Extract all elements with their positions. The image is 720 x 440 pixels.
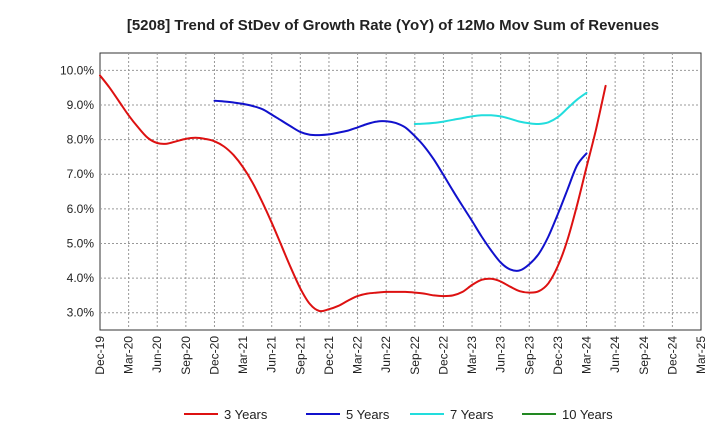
series-line-7-years [413,91,588,126]
x-tick-labels: Dec-19 Mar-20 Jun-20 Sep-20 Dec-20 Mar-21 Jun-… [93,336,708,375]
y-tick-label: 9.0% [67,98,95,112]
x-tick-label: Dec-24 [665,336,679,375]
legend-label-10-years: 10 Years [562,407,613,422]
series-lines [99,74,607,313]
series-line-5-years [213,99,588,272]
series-line-3-years [99,74,607,313]
legend-label-5-years: 5 Years [346,407,390,422]
x-tick-label: Jun-20 [150,336,164,373]
y-tick-label: 5.0% [67,236,95,250]
x-tick-label: Mar-24 [580,336,594,374]
y-tick-label: 10.0% [60,63,94,77]
x-tick-label: Dec-20 [207,336,221,375]
x-tick-label: Sep-24 [637,336,651,375]
x-tick-label: Jun-22 [379,336,393,373]
legend-label-3-years: 3 Years [224,407,268,422]
x-tick-label: Sep-23 [522,336,536,375]
y-tick-label: 4.0% [67,271,95,285]
x-tick-label: Mar-21 [236,336,250,374]
x-tick-label: Sep-20 [179,336,193,375]
grid-lines [100,53,701,330]
x-tick-label: Jun-23 [494,336,508,373]
x-tick-label: Jun-21 [265,336,279,373]
x-tick-label: Mar-20 [122,336,136,374]
x-tick-label: Mar-22 [351,336,365,374]
x-tick-label: Mar-23 [465,336,479,374]
y-tick-label: 6.0% [67,202,95,216]
legend-label-7-years: 7 Years [450,407,494,422]
x-tick-label: Sep-22 [408,336,422,375]
x-tick-label: Jun-24 [608,336,622,373]
plot-area [99,52,702,331]
y-tick-labels: 3.0% 4.0% 5.0% 6.0% 7.0% 8.0% 9.0% 10.0% [60,63,94,319]
x-tick-label: Dec-19 [93,336,107,375]
x-tick-label: Dec-22 [436,336,450,375]
y-tick-label: 7.0% [67,167,95,181]
y-tick-label: 3.0% [67,306,95,320]
chart-title: [5208] Trend of StDev of Growth Rate (Yo… [127,17,659,34]
x-tick-label: Sep-21 [293,336,307,375]
legend: 3 Years 5 Years 7 Years 10 Years [184,407,613,422]
x-tick-label: Mar-25 [694,336,708,374]
x-tick-label: Dec-21 [322,336,336,375]
y-tick-label: 8.0% [67,133,95,147]
x-tick-label: Dec-23 [551,336,565,375]
